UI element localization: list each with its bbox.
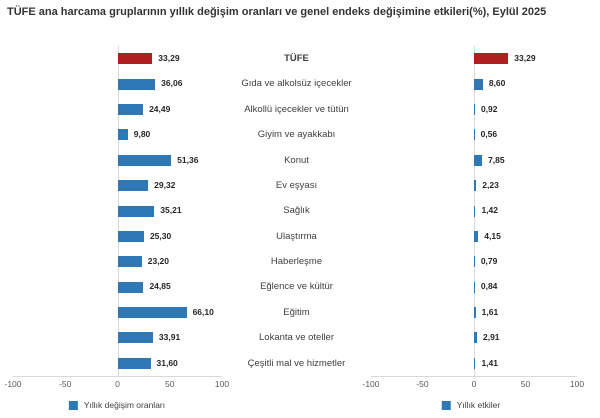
right-bar-6 xyxy=(474,205,476,217)
left-value-label-6: 35,21 xyxy=(160,205,182,216)
left-tick-50: 50 xyxy=(165,379,175,389)
left-tick-0: 0 xyxy=(115,379,120,389)
left-value-label-1: 36,06 xyxy=(161,78,183,89)
left-bar-0-highlight xyxy=(117,53,153,65)
right-value-label-6: 1,42 xyxy=(481,205,498,216)
category-labels-column: TÜFE Gıda ve alkolsüz içecekler Alkollü iç… xyxy=(222,46,371,376)
category-label-7: Ulaştırma xyxy=(276,230,317,242)
left-bar-5 xyxy=(117,180,149,192)
left-bar-3 xyxy=(117,129,128,141)
right-plot-annual-effects: 33,29 8,60 0,92 0,56 7,85 2,23 1,42 4,15 0,79 0,8… xyxy=(371,46,577,377)
right-value-label-1: 8,60 xyxy=(488,78,506,89)
right-bar-1 xyxy=(474,78,483,90)
right-bar-11 xyxy=(474,332,477,344)
right-bar-8 xyxy=(474,256,475,268)
right-tick-50: 50 xyxy=(520,379,531,389)
right-bar-9 xyxy=(474,281,475,293)
left-bar-1 xyxy=(117,78,156,90)
right-value-label-11: 2,91 xyxy=(482,332,500,343)
category-label-3: Giyim ve ayakkabı xyxy=(257,129,336,141)
left-value-label-9: 24,85 xyxy=(149,281,171,292)
right-bar-5 xyxy=(474,180,477,192)
legend-annual-effects: Yıllık etkiler xyxy=(441,398,501,412)
legend-label-annual-change-rates: Yıllık değişim oranları xyxy=(83,400,166,410)
right-value-label-9: 0,84 xyxy=(480,281,498,292)
left-bar-4 xyxy=(117,154,172,166)
left-tick-100: 100 xyxy=(214,379,230,389)
category-label-9: Eğlence ve kültür xyxy=(260,281,333,293)
right-value-label-4: 7,85 xyxy=(488,154,505,165)
right-x-axis: -100 -50 0 50 100 xyxy=(362,379,584,393)
legend-swatch-blue-right xyxy=(441,400,451,410)
right-value-label-7: 4,15 xyxy=(484,230,501,241)
left-tick--100: -100 xyxy=(4,379,22,389)
category-label-5: Ev eşyası xyxy=(275,179,318,191)
left-bar-7 xyxy=(117,230,144,242)
right-bar-2 xyxy=(474,103,475,115)
left-value-label-3: 9,80 xyxy=(133,129,151,140)
left-bar-8 xyxy=(117,256,142,268)
right-bar-7 xyxy=(474,230,479,242)
left-value-label-0: 33,29 xyxy=(158,53,180,63)
left-bar-10 xyxy=(117,307,187,319)
left-value-label-11: 33,91 xyxy=(158,332,181,343)
category-label-4: Konut xyxy=(284,154,309,166)
legend-swatch-blue-left xyxy=(68,400,78,410)
category-label-10: Eğitim xyxy=(283,306,310,318)
left-value-label-4: 51,36 xyxy=(177,154,199,165)
left-x-axis: -100 -50 0 50 100 xyxy=(4,379,229,393)
left-value-label-5: 29,32 xyxy=(154,179,176,190)
left-bar-6 xyxy=(117,205,155,217)
left-value-label-7: 25,30 xyxy=(149,230,172,241)
right-value-label-5: 2,23 xyxy=(482,179,499,190)
right-value-label-8: 0,79 xyxy=(480,256,498,267)
category-label-0: TÜFE xyxy=(284,53,309,64)
category-label-12: Çeşitli mal ve hizmetler xyxy=(247,357,346,369)
left-plot-annual-change-rates: 33,29 36,06 24,49 9,80 51,36 29,32 35,21 25,30 2… xyxy=(13,46,222,377)
legend-annual-change-rates: Yıllık değişim oranları xyxy=(68,398,166,412)
right-tick-0: 0 xyxy=(471,379,477,389)
right-bar-3 xyxy=(474,129,475,141)
left-value-label-2: 24,49 xyxy=(149,103,171,114)
right-value-label-3: 0,56 xyxy=(480,129,498,140)
left-value-label-8: 23,20 xyxy=(147,256,170,267)
left-bar-9 xyxy=(117,281,144,293)
right-bar-10 xyxy=(474,307,476,319)
legend-label-annual-effects: Yıllık etkiler xyxy=(456,400,501,410)
left-value-label-10: 66,10 xyxy=(192,306,214,317)
right-tick--50: -50 xyxy=(416,379,429,389)
left-value-label-12: 31,60 xyxy=(156,357,178,368)
right-value-label-10: 1,61 xyxy=(481,306,499,317)
right-value-label-12: 1,41 xyxy=(481,357,498,368)
right-value-label-2: 0,92 xyxy=(480,103,498,114)
left-bar-2 xyxy=(117,103,144,115)
category-label-1: Gıda ve alkolsüz içecekler xyxy=(241,78,352,90)
category-label-6: Sağlık xyxy=(283,205,310,217)
left-bar-11 xyxy=(117,332,153,344)
right-tick-100: 100 xyxy=(569,379,585,389)
left-tick--50: -50 xyxy=(59,379,72,389)
right-bar-4 xyxy=(474,154,483,166)
category-label-11: Lokanta ve oteller xyxy=(259,332,334,344)
right-value-label-0: 33,29 xyxy=(514,53,536,63)
category-label-2: Alkollü içecekler ve tütün xyxy=(244,103,349,115)
chart-title: TÜFE ana harcama gruplarının yıllık deği… xyxy=(7,6,547,18)
right-bar-0-highlight xyxy=(474,53,509,65)
right-tick--100: -100 xyxy=(362,379,380,389)
right-bar-12 xyxy=(474,357,476,369)
left-bar-12 xyxy=(117,357,151,369)
category-label-8: Haberleşme xyxy=(270,256,323,268)
